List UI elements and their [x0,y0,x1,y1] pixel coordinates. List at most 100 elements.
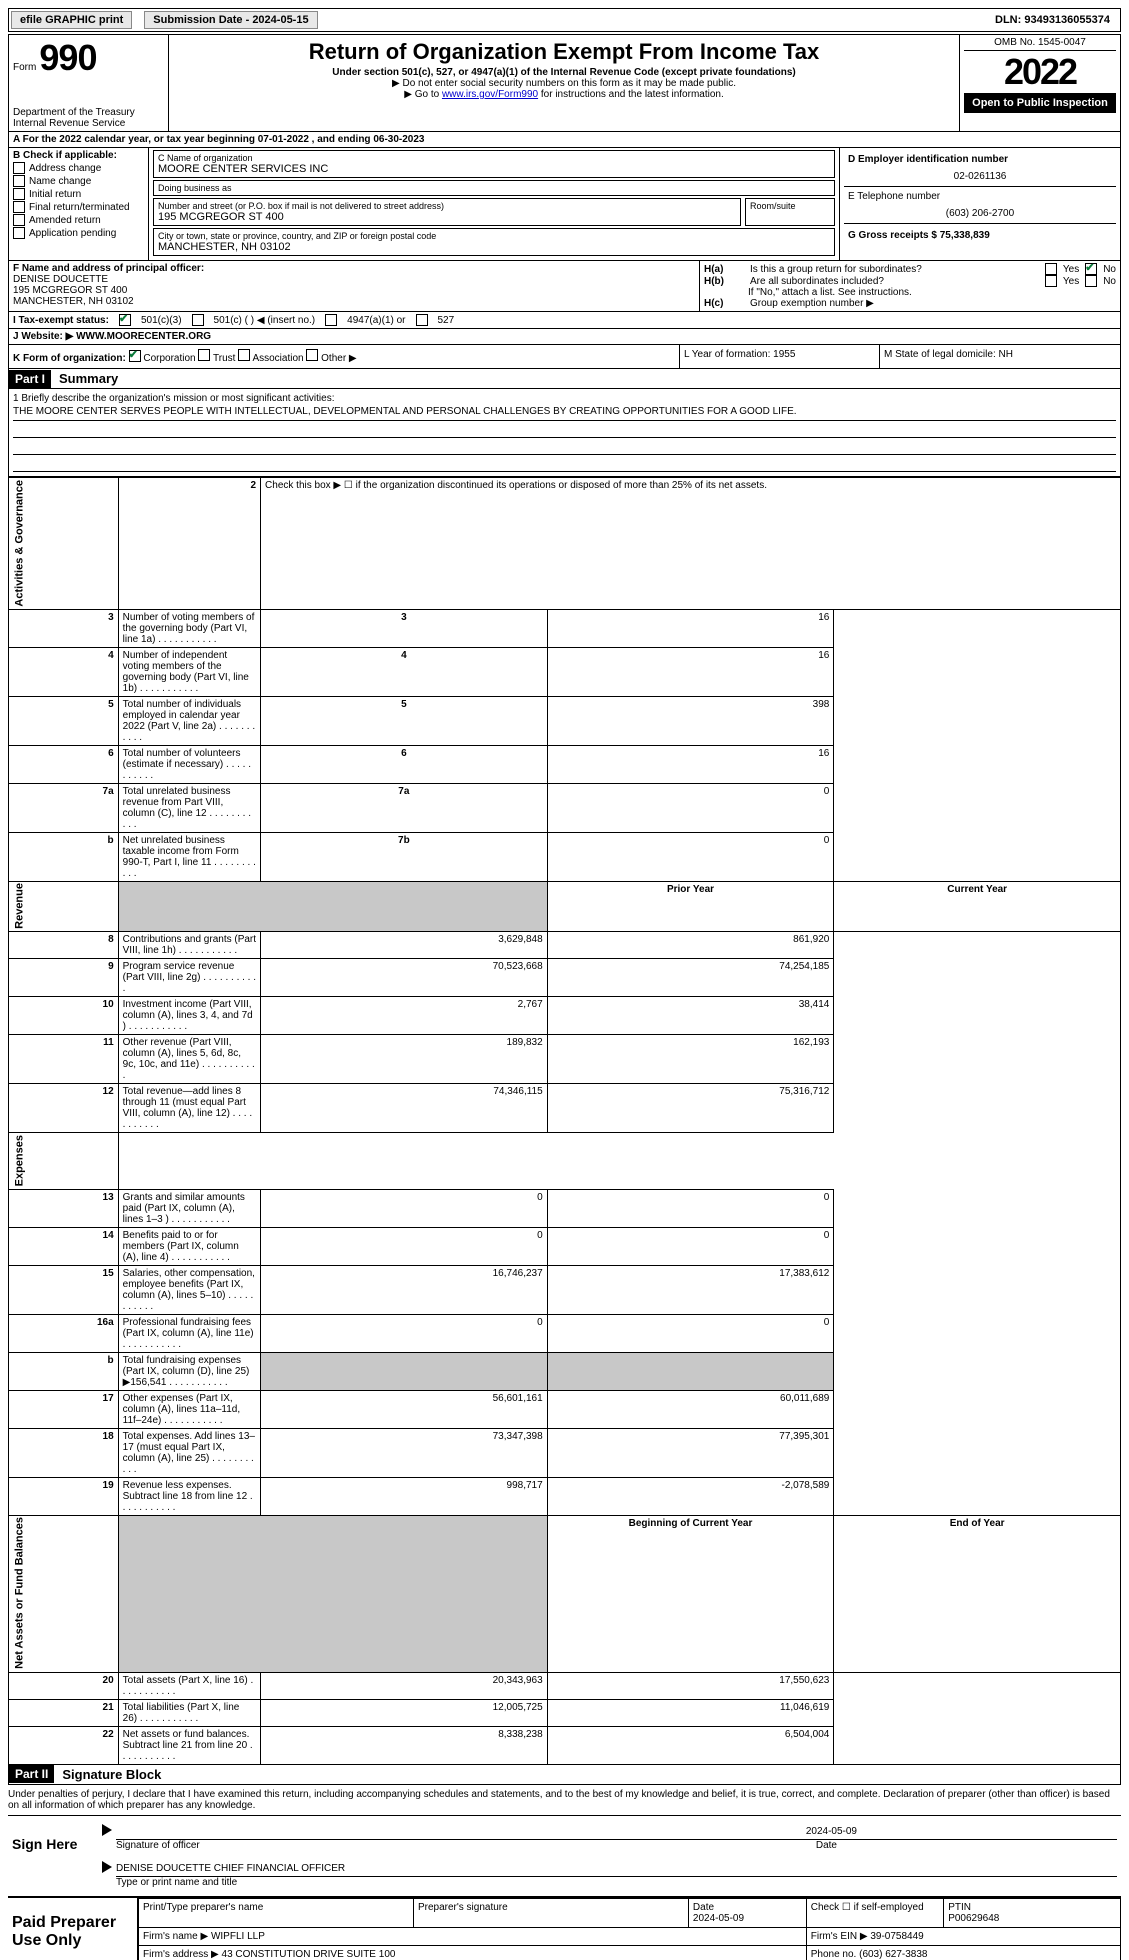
line-18: Total expenses. Add lines 13–17 (must eq… [118,1428,260,1477]
ha-no[interactable] [1085,263,1097,275]
addr-label: Number and street (or P.O. box if mail i… [158,201,736,211]
prior-15: 16,746,237 [261,1265,548,1314]
omb-number: OMB No. 1545-0047 [964,37,1116,51]
ha-label: Is this a group return for subordinates? [750,264,1039,275]
line-b: Total fundraising expenses (Part IX, col… [118,1352,260,1390]
mission-label: 1 Briefly describe the organization's mi… [13,393,1116,404]
efile-print-button[interactable]: efile GRAPHIC print [11,11,132,29]
begin-21: 12,005,725 [261,1699,548,1726]
begin-22: 8,338,238 [261,1726,548,1764]
section-fh: F Name and address of principal officer:… [8,261,1121,312]
ha-yes[interactable] [1045,263,1057,275]
paid-preparer-label: Paid Preparer Use Only [8,1898,138,1960]
c-label: C Name of organization [158,153,830,163]
room-label: Room/suite [750,201,830,211]
department-label: Department of the Treasury Internal Reve… [13,107,164,129]
curr-15: 17,383,612 [547,1265,834,1314]
line-4: Number of independent voting members of … [118,647,260,696]
firm-phone: Phone no. (603) 627-3838 [806,1945,1120,1960]
form-title: Return of Organization Exempt From Incom… [173,39,955,65]
line-16a: Professional fundraising fees (Part IX, … [118,1314,260,1352]
line-6: Total number of volunteers (estimate if … [118,745,260,783]
tax-year: 2022 [964,51,1116,93]
line-17: Other expenses (Part IX, column (A), lin… [118,1390,260,1428]
curr-12: 75,316,712 [547,1084,834,1133]
city-state-zip: MANCHESTER, NH 03102 [158,241,830,253]
curr-14: 0 [547,1227,834,1265]
dln-number: DLN: 93493136055374 [995,14,1118,26]
check-self-employed: Check ☐ if self-employed [806,1898,943,1927]
line2: Check this box ▶ ☐ if the organization d… [261,478,1121,610]
e-label: E Telephone number [848,191,1112,202]
line-20: Total assets (Part X, line 16) [118,1672,260,1699]
val-6: 16 [547,745,834,783]
officer-name: DENISE DOUCETTE [13,274,695,285]
check-501c[interactable] [192,314,204,326]
curr-16a: 0 [547,1314,834,1352]
row-klm: K Form of organization: Corporation Trus… [8,345,1121,369]
top-bar: efile GRAPHIC print Submission Date - 20… [8,8,1121,32]
declaration-text: Under penalties of perjury, I declare th… [8,1785,1121,1816]
check-other[interactable] [306,349,318,361]
check-corporation[interactable] [129,350,141,362]
firm-ein: Firm's EIN ▶ 39-0758449 [806,1927,1120,1945]
form-header: Form 990 Department of the Treasury Inte… [8,34,1121,132]
hb-note: If "No," attach a list. See instructions… [704,287,1116,298]
mission-block: 1 Briefly describe the organization's mi… [8,389,1121,477]
curr-18: 77,395,301 [547,1428,834,1477]
dba-label: Doing business as [158,183,830,193]
part2-header: Part II Signature Block [8,1765,1121,1785]
end-21: 11,046,619 [547,1699,834,1726]
form-number: 990 [39,37,96,78]
mission-text: THE MOORE CENTER SERVES PEOPLE WITH INTE… [13,406,1116,421]
check-4947[interactable] [325,314,337,326]
irs-link[interactable]: www.irs.gov/Form990 [442,89,538,100]
section-bcdeg: B Check if applicable: Address change Na… [8,148,1121,261]
m-state-domicile: M State of legal domicile: NH [880,345,1120,368]
line-7a: Total unrelated business revenue from Pa… [118,783,260,832]
hb-yes[interactable] [1045,275,1057,287]
check-final-return[interactable] [13,201,25,213]
phone-value: (603) 206-2700 [848,208,1112,219]
line-8: Contributions and grants (Part VIII, lin… [118,932,260,959]
row-a-tax-year: A For the 2022 calendar year, or tax yea… [8,132,1121,148]
summary-table: Activities & Governance 2 Check this box… [8,477,1121,1765]
line-10: Investment income (Part VIII, column (A)… [118,997,260,1035]
line-b: Net unrelated business taxable income fr… [118,832,260,881]
side-activities: Activities & Governance [9,478,119,610]
prior-14: 0 [261,1227,548,1265]
arrow-icon [102,1861,112,1873]
prior-18: 73,347,398 [261,1428,548,1477]
check-amended[interactable] [13,214,25,226]
officer-printed-name: DENISE DOUCETTE CHIEF FINANCIAL OFFICER [116,1861,1117,1877]
check-527[interactable] [416,314,428,326]
firm-name: WIPFLI LLP [211,1931,265,1942]
date-label: Date [816,1840,837,1851]
check-name-change[interactable] [13,175,25,187]
line-9: Program service revenue (Part VIII, line… [118,959,260,997]
b-label: B Check if applicable: [13,150,144,161]
check-application[interactable] [13,227,25,239]
check-501c3[interactable] [119,314,131,326]
begin-20: 20,343,963 [261,1672,548,1699]
line-21: Total liabilities (Part X, line 26) [118,1699,260,1726]
check-trust[interactable] [198,349,210,361]
prior-12: 74,346,115 [261,1084,548,1133]
row-i-tax-status: I Tax-exempt status: 501(c)(3) 501(c) ( … [8,312,1121,329]
check-initial-return[interactable] [13,188,25,200]
check-association[interactable] [238,349,250,361]
f-label: F Name and address of principal officer: [13,263,695,274]
submission-date: Submission Date - 2024-05-15 [144,11,317,29]
val-3: 16 [547,609,834,647]
ptin-value: P00629648 [948,1913,999,1924]
street-address: 195 MCGREGOR ST 400 [158,211,736,223]
sign-here-block: Sign Here 2024-05-09 Signature of office… [8,1816,1121,1898]
g-gross-receipts: G Gross receipts $ 75,338,839 [844,224,1116,247]
check-address-change[interactable] [13,162,25,174]
preparer-block: Paid Preparer Use Only Print/Type prepar… [8,1898,1121,1960]
hb-no[interactable] [1085,275,1097,287]
curr-17: 60,011,689 [547,1390,834,1428]
curr-10: 38,414 [547,997,834,1035]
curr-11: 162,193 [547,1035,834,1084]
line-19: Revenue less expenses. Subtract line 18 … [118,1477,260,1515]
